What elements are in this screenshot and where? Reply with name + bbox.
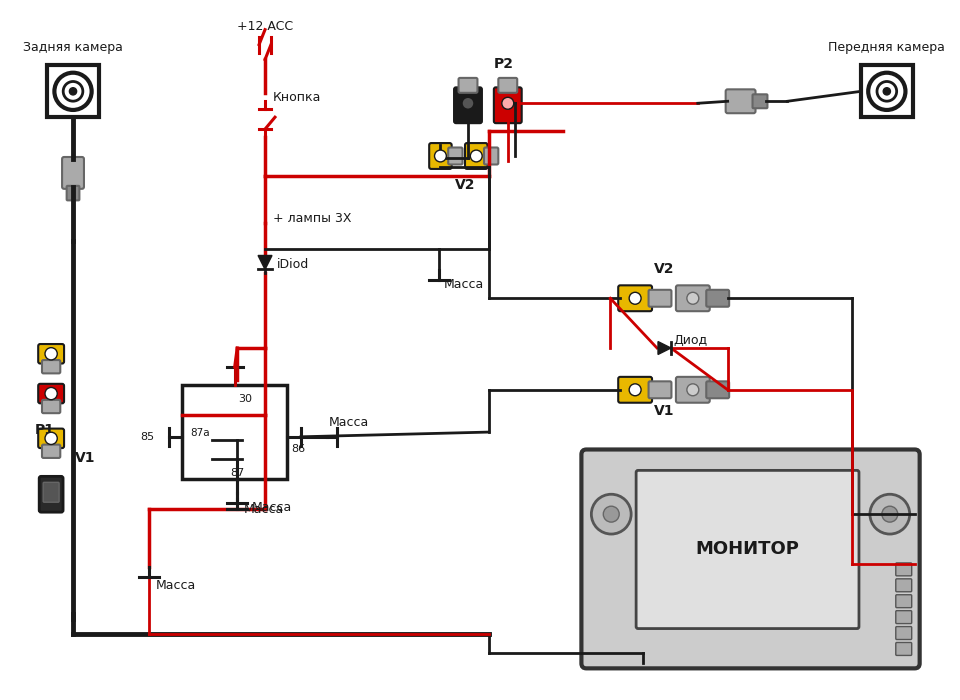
FancyBboxPatch shape — [42, 400, 60, 413]
Circle shape — [883, 88, 891, 95]
Circle shape — [868, 73, 905, 110]
Circle shape — [591, 494, 631, 534]
Circle shape — [63, 81, 83, 102]
Text: 87а: 87а — [190, 428, 210, 438]
FancyBboxPatch shape — [649, 382, 671, 398]
Circle shape — [882, 506, 898, 522]
FancyBboxPatch shape — [43, 482, 60, 502]
FancyBboxPatch shape — [896, 610, 912, 624]
Circle shape — [462, 97, 474, 109]
Text: Диод: Диод — [673, 334, 708, 346]
Circle shape — [629, 384, 641, 395]
Text: 30: 30 — [239, 393, 252, 404]
FancyBboxPatch shape — [896, 626, 912, 640]
Circle shape — [877, 81, 897, 102]
FancyBboxPatch shape — [182, 385, 287, 480]
FancyBboxPatch shape — [618, 377, 652, 402]
Text: МОНИТОР: МОНИТОР — [696, 540, 800, 559]
FancyBboxPatch shape — [39, 476, 63, 512]
FancyBboxPatch shape — [448, 148, 463, 164]
Text: 87: 87 — [230, 468, 244, 479]
FancyBboxPatch shape — [618, 286, 652, 312]
FancyBboxPatch shape — [42, 444, 60, 458]
Circle shape — [435, 150, 446, 162]
FancyBboxPatch shape — [498, 78, 517, 93]
FancyBboxPatch shape — [676, 286, 709, 312]
Text: iDiod: iDiod — [277, 258, 309, 271]
Polygon shape — [658, 342, 671, 354]
Circle shape — [55, 73, 91, 110]
Circle shape — [603, 506, 619, 522]
Text: Масса: Масса — [244, 503, 284, 516]
FancyBboxPatch shape — [896, 579, 912, 592]
Circle shape — [470, 150, 482, 162]
Text: P2: P2 — [493, 57, 514, 71]
Circle shape — [45, 348, 58, 360]
Circle shape — [686, 384, 699, 395]
FancyBboxPatch shape — [454, 88, 482, 123]
Text: Масса: Масса — [328, 416, 369, 429]
FancyBboxPatch shape — [62, 157, 84, 189]
Text: P1: P1 — [36, 423, 56, 437]
FancyBboxPatch shape — [47, 66, 99, 117]
Circle shape — [502, 97, 514, 109]
Text: Масса: Масса — [252, 501, 293, 514]
FancyBboxPatch shape — [649, 290, 671, 307]
Text: 85: 85 — [140, 432, 155, 442]
Circle shape — [870, 494, 910, 534]
Circle shape — [629, 293, 641, 304]
Text: V2: V2 — [455, 178, 475, 192]
Text: Масса: Масса — [444, 279, 485, 291]
FancyBboxPatch shape — [42, 360, 60, 373]
Text: V1: V1 — [75, 452, 95, 466]
Circle shape — [45, 432, 58, 444]
FancyBboxPatch shape — [896, 595, 912, 608]
FancyBboxPatch shape — [896, 643, 912, 655]
Text: +12 ACC: +12 ACC — [237, 20, 293, 33]
Text: V1: V1 — [654, 404, 674, 418]
FancyBboxPatch shape — [459, 78, 477, 93]
FancyBboxPatch shape — [707, 290, 730, 307]
FancyBboxPatch shape — [38, 384, 64, 403]
FancyBboxPatch shape — [465, 143, 488, 169]
FancyBboxPatch shape — [753, 94, 767, 108]
FancyBboxPatch shape — [861, 66, 913, 117]
Polygon shape — [258, 256, 272, 270]
Text: Кнопка: Кнопка — [273, 91, 322, 104]
Text: V2: V2 — [654, 262, 674, 276]
FancyBboxPatch shape — [484, 148, 498, 164]
Circle shape — [45, 387, 58, 400]
FancyBboxPatch shape — [66, 186, 80, 200]
Text: + лампы 3X: + лампы 3X — [273, 212, 351, 225]
Text: Задняя камера: Задняя камера — [23, 41, 123, 53]
FancyBboxPatch shape — [636, 470, 859, 629]
Text: Масса: Масса — [156, 579, 196, 592]
FancyBboxPatch shape — [896, 563, 912, 576]
FancyBboxPatch shape — [676, 377, 709, 402]
Text: 86: 86 — [291, 444, 305, 454]
Circle shape — [69, 88, 77, 95]
Text: Передняя камера: Передняя камера — [828, 41, 946, 53]
FancyBboxPatch shape — [726, 90, 756, 113]
FancyBboxPatch shape — [582, 449, 920, 668]
FancyBboxPatch shape — [429, 143, 451, 169]
FancyBboxPatch shape — [707, 382, 730, 398]
FancyBboxPatch shape — [493, 88, 521, 123]
FancyBboxPatch shape — [38, 428, 64, 448]
FancyBboxPatch shape — [38, 344, 64, 363]
Circle shape — [686, 293, 699, 304]
